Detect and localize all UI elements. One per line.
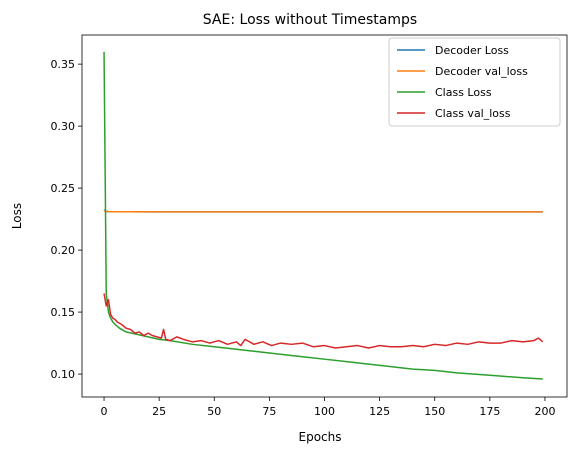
- legend-box: [388, 37, 561, 127]
- x-tick-label: 175: [479, 405, 500, 418]
- x-tick-label: 200: [534, 405, 555, 418]
- x-tick-label: 25: [152, 405, 166, 418]
- y-tick-label: 0.20: [51, 244, 76, 257]
- x-tick-label: 100: [314, 405, 335, 418]
- legend-label: Decoder val_loss: [435, 65, 528, 78]
- y-tick-label: 0.35: [51, 58, 76, 71]
- y-tick-label: 0.25: [51, 182, 76, 195]
- x-tick-label: 50: [207, 405, 221, 418]
- y-axis-label: Loss: [10, 203, 24, 229]
- series-line-2: [103, 209, 543, 213]
- x-axis-ticks: 0 25 50 75 100 125 150 175 200: [101, 397, 555, 418]
- series-layer: [103, 51, 544, 380]
- series-line-4: [103, 293, 544, 349]
- x-tick-label: 125: [369, 405, 390, 418]
- y-tick-label: 0.15: [51, 306, 76, 319]
- legend-label: Class val_loss: [435, 107, 511, 120]
- x-tick-label: 150: [424, 405, 445, 418]
- chart-title: SAE: Loss without Timestamps: [203, 12, 417, 28]
- y-axis-ticks: 0.10 0.15 0.20 0.25 0.30 0.35: [51, 58, 82, 381]
- y-tick-label: 0.10: [51, 368, 76, 381]
- x-axis-label: Epochs: [299, 430, 342, 444]
- x-tick-label: 75: [262, 405, 276, 418]
- y-tick-label: 0.30: [51, 120, 76, 133]
- x-tick-label: 0: [101, 405, 108, 418]
- legend-label: Decoder Loss: [435, 44, 509, 57]
- legend: Decoder Loss Decoder val_loss Class Loss Cl…: [388, 37, 561, 127]
- series-line-3: [103, 51, 543, 380]
- legend-label: Class Loss: [435, 86, 492, 99]
